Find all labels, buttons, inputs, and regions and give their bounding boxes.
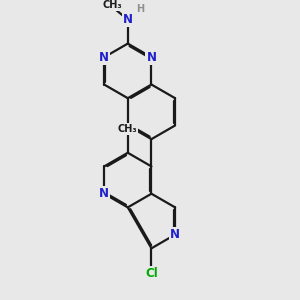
Text: N: N: [123, 13, 133, 26]
Text: CH₃: CH₃: [102, 0, 122, 10]
Text: H: H: [136, 4, 144, 14]
Text: N: N: [146, 51, 156, 64]
Text: CH₃: CH₃: [118, 124, 138, 134]
Text: N: N: [99, 187, 109, 200]
Text: N: N: [170, 228, 180, 241]
Text: N: N: [99, 51, 109, 64]
Text: Cl: Cl: [145, 267, 158, 280]
